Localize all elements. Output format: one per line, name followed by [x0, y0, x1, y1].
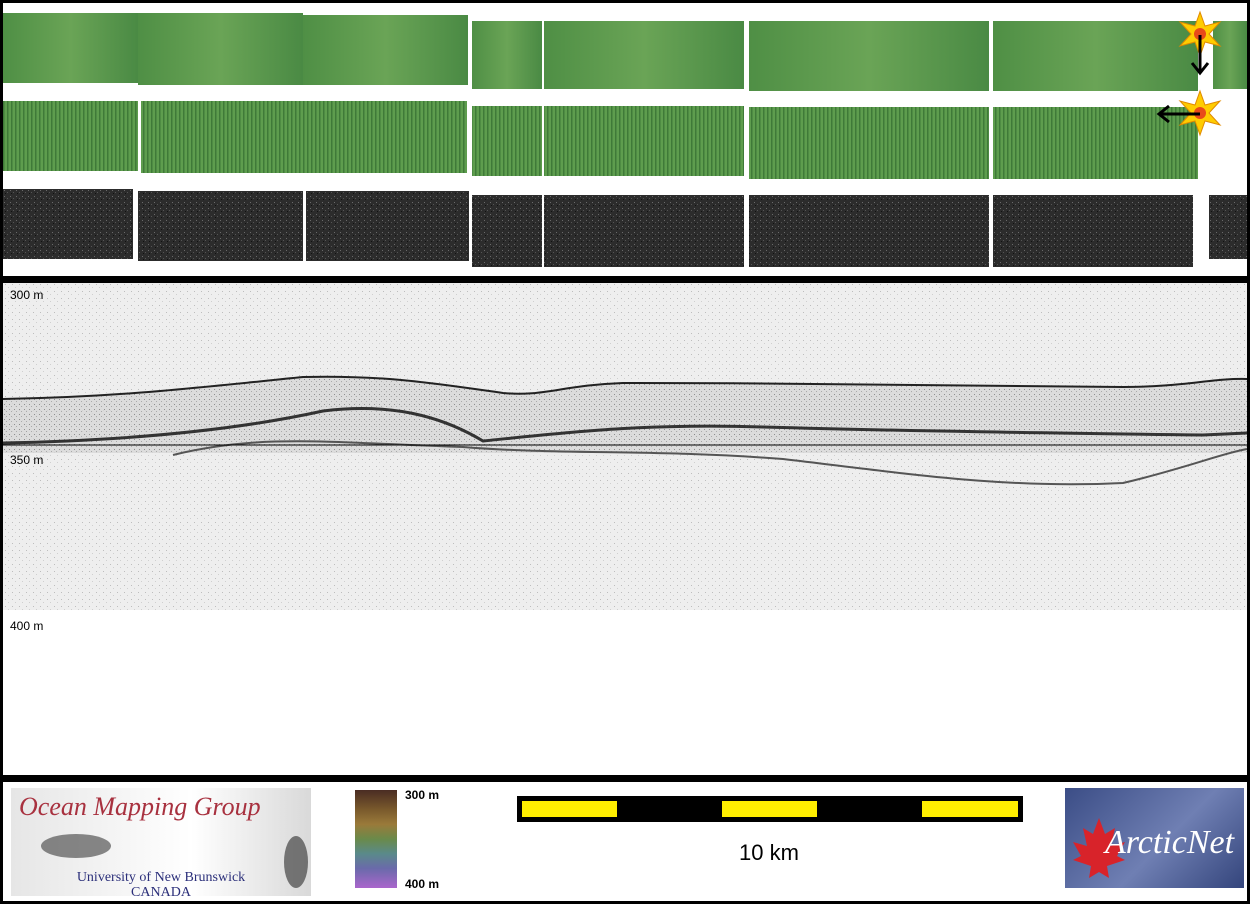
depth-colorbar	[355, 790, 397, 888]
arcticnet-text: ArcticNet	[1105, 824, 1235, 861]
scale-bar-segment	[722, 801, 817, 817]
arrow-left-icon	[1156, 104, 1200, 124]
omg-title: Ocean Mapping Group	[19, 792, 261, 821]
swath-strips-graphic	[3, 10, 1247, 267]
scale-bar	[517, 796, 1023, 822]
scale-bar-segment	[522, 801, 617, 817]
legend-panel: Ocean Mapping Group University of New Br…	[3, 782, 1247, 901]
depth-label-300: 300 m	[10, 288, 44, 302]
omg-country: CANADA	[131, 885, 191, 900]
scale-bar-label: 10 km	[739, 840, 799, 865]
scale-bar-segment	[922, 801, 1018, 817]
subbottom-profile-panel: 300 m 350 m 400 m	[3, 283, 1247, 775]
arrow-down-icon	[1190, 35, 1210, 76]
bathymetry-strip-shaded	[3, 13, 1247, 91]
colorbar-bottom-label: 400 m	[405, 877, 440, 891]
bathymetry-strip-striped	[3, 101, 1198, 179]
depth-label-350: 350 m	[10, 453, 44, 467]
arcticnet-logo: ArcticNet	[1065, 788, 1244, 888]
backscatter-strip	[3, 189, 1247, 267]
ocean-mapping-group-logo: Ocean Mapping Group University of New Br…	[11, 788, 311, 900]
omg-university: University of New Brunswick	[76, 870, 246, 885]
maple-leaf-icon	[1073, 818, 1125, 878]
depth-label-400: 400 m	[10, 619, 44, 633]
profile-graphic	[3, 283, 1247, 775]
colorbar-top-label: 300 m	[405, 788, 440, 802]
omg-sonar-graphic	[41, 834, 308, 888]
swath-strips-panel	[3, 3, 1247, 276]
